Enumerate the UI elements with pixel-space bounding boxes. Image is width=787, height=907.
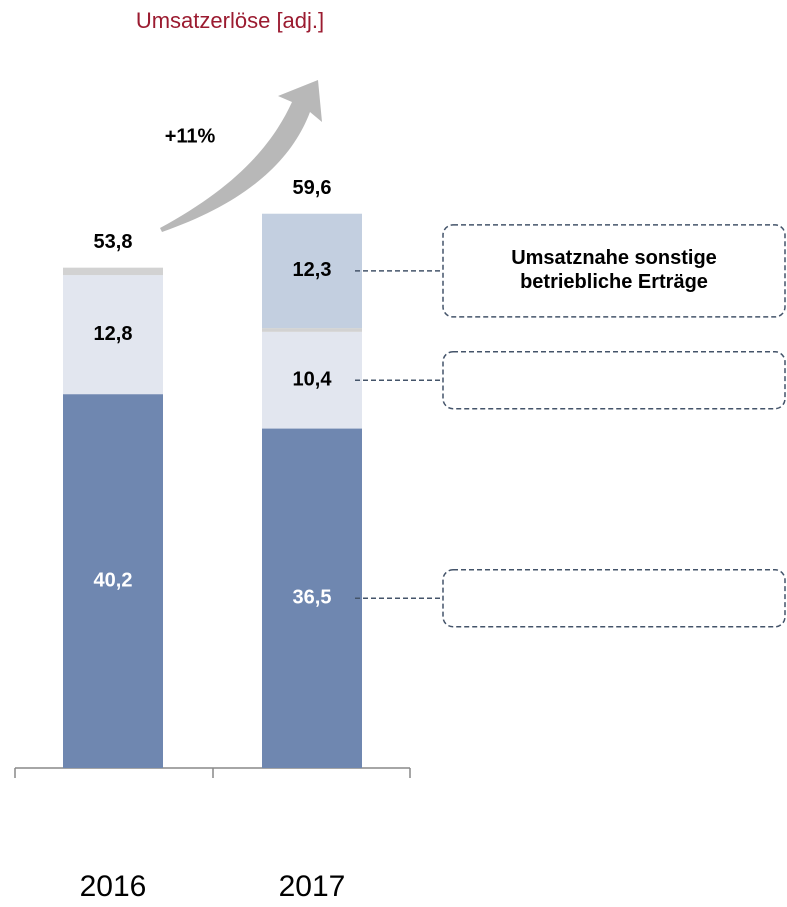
growth-annotation: +11%	[165, 125, 216, 147]
legend-box	[442, 350, 786, 410]
bar-segment	[63, 275, 163, 395]
growth-arrow	[160, 80, 322, 232]
legend-box	[442, 569, 786, 628]
bar-segment	[262, 428, 362, 768]
total-label: 53,8	[94, 231, 133, 253]
bar-segment	[262, 328, 362, 332]
chart-title: Umsatzerlöse [adj.]	[136, 8, 324, 33]
x-tick-label: 2016	[80, 870, 147, 903]
bar-segment	[262, 213, 362, 329]
bar-segment	[63, 394, 163, 768]
legend-box	[442, 224, 786, 318]
value-label: 40,2	[94, 569, 133, 591]
value-label: 12,8	[94, 323, 133, 345]
legend-label: Umsatznahe sonstige betriebliche Erträge	[511, 247, 717, 293]
bar-segment	[262, 331, 362, 429]
total-label: 59,6	[293, 177, 332, 199]
value-label: 10,4	[293, 368, 333, 390]
value-label: 36,5	[293, 587, 332, 609]
value-label: 12,3	[293, 259, 332, 281]
x-tick-label: 2017	[279, 870, 346, 903]
bar-segment	[63, 267, 163, 276]
